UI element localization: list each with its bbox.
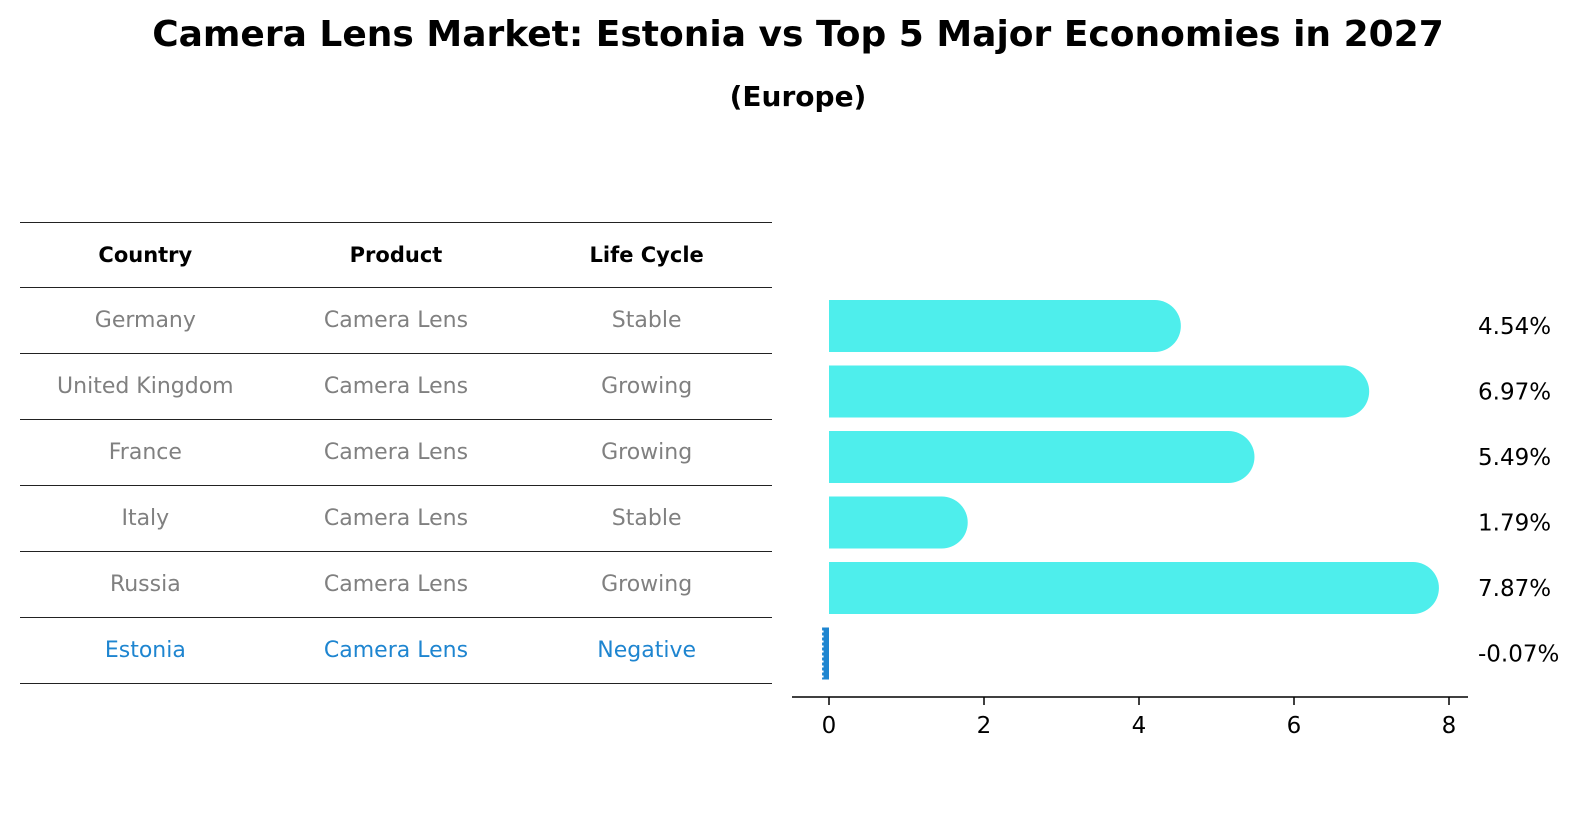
header-country: Country: [98, 243, 193, 267]
table-row: Germany Camera Lens Stable: [20, 288, 772, 354]
table-row: United Kingdom Camera Lens Growing: [20, 354, 772, 420]
cell-life-cycle: Growing: [601, 572, 693, 597]
table-row: France Camera Lens Growing: [20, 420, 772, 486]
cell-country: Estonia: [104, 638, 186, 663]
bar: [829, 365, 1370, 418]
cell-product: Camera Lens: [323, 638, 469, 663]
table-row-highlight: Estonia Camera Lens Negative: [20, 618, 772, 684]
x-tick-label: 2: [977, 713, 992, 739]
header-life-cycle: Life Cycle: [589, 243, 704, 267]
table-row: Russia Camera Lens Growing: [20, 552, 772, 618]
bar: [829, 300, 1181, 352]
data-label: 6.97%: [1478, 380, 1551, 406]
data-label: 4.54%: [1478, 314, 1551, 340]
table-row: Italy Camera Lens Stable: [20, 486, 772, 552]
chart-title: Camera Lens Market: Estonia vs Top 5 Maj…: [152, 14, 1444, 55]
cell-product: Camera Lens: [323, 308, 469, 333]
cell-life-cycle: Stable: [611, 308, 682, 333]
data-label: -0.07%: [1478, 642, 1559, 668]
cell-country: United Kingdom: [57, 374, 234, 399]
cell-life-cycle: Growing: [601, 374, 693, 399]
cell-product: Camera Lens: [323, 572, 469, 597]
data-label: 7.87%: [1478, 576, 1551, 602]
x-tick-label: 6: [1287, 713, 1302, 739]
data-label: 5.49%: [1478, 445, 1551, 471]
market-table: Country Product Life Cycle Germany Camer…: [20, 222, 772, 684]
bar: [829, 431, 1255, 483]
cell-country: Germany: [94, 308, 196, 333]
cell-product: Camera Lens: [323, 506, 469, 531]
bar: [829, 496, 968, 549]
bar: [829, 562, 1439, 614]
chart-subtitle: (Europe): [729, 80, 867, 113]
cell-life-cycle: Negative: [597, 638, 696, 663]
cell-life-cycle: Stable: [611, 506, 682, 531]
x-tick-label: 8: [1442, 713, 1457, 739]
x-tick-label: 4: [1132, 713, 1147, 739]
cell-country: Italy: [121, 506, 170, 531]
cell-life-cycle: Growing: [601, 440, 693, 465]
header-product: Product: [349, 243, 443, 267]
data-label: 1.79%: [1478, 511, 1551, 537]
cell-product: Camera Lens: [323, 440, 469, 465]
cell-country: France: [108, 440, 182, 465]
x-tick-label: 0: [822, 713, 837, 739]
cell-product: Camera Lens: [323, 374, 469, 399]
table-header-row: Country Product Life Cycle: [20, 222, 772, 288]
cell-country: Russia: [109, 572, 181, 597]
